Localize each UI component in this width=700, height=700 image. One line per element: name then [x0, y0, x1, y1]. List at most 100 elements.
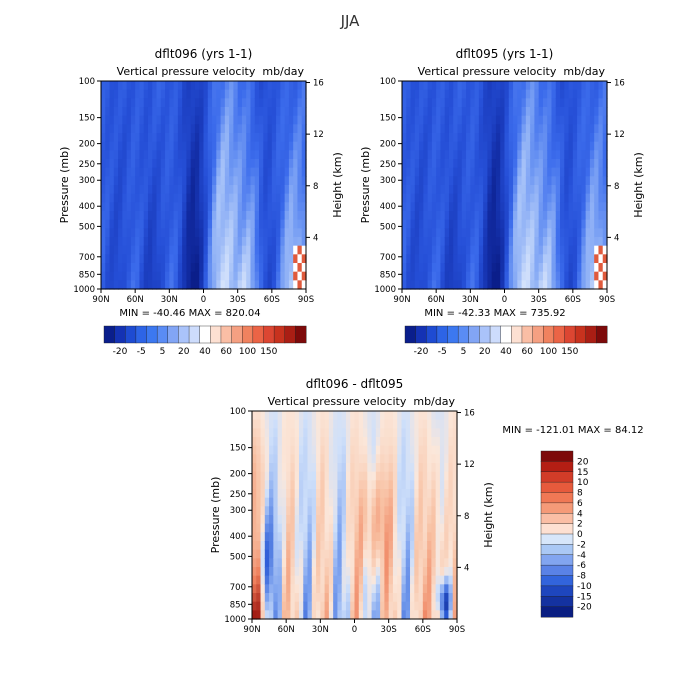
y2-tick-label: 12	[313, 130, 324, 140]
heatmap-cell	[260, 575, 266, 585]
y-tick-label: 850	[79, 270, 95, 280]
heatmap-cell	[118, 228, 123, 238]
heatmap-cell	[220, 219, 226, 229]
panel-title: dflt096 (yrs 1-1)	[155, 47, 253, 61]
heatmap-cell	[256, 428, 262, 438]
heatmap-cell	[246, 124, 252, 134]
heatmap-cell	[538, 271, 544, 281]
heatmap-cell	[410, 107, 416, 117]
heatmap-cell	[345, 463, 351, 473]
heatmap-cell	[452, 411, 458, 421]
colorbar-swatch	[540, 575, 574, 587]
heatmap-cell	[439, 532, 445, 542]
heatmap-cell	[431, 133, 437, 143]
heatmap-cell	[337, 601, 343, 611]
heatmap-cell	[487, 237, 493, 247]
colorbar-swatch	[511, 325, 523, 344]
heatmap-cell	[598, 211, 604, 221]
heatmap-cell	[284, 81, 290, 91]
heatmap-cell	[160, 98, 166, 108]
heatmap-cell	[444, 159, 450, 169]
heatmap-cell	[448, 463, 454, 473]
heatmap-cell	[427, 506, 432, 516]
heatmap-cell	[280, 176, 286, 186]
heatmap-cell	[293, 167, 299, 177]
heatmap-cell	[410, 567, 415, 577]
heatmap-cell	[277, 454, 283, 464]
heatmap-cell	[414, 263, 420, 273]
heatmap-cell	[401, 541, 407, 551]
heatmap-cell	[444, 454, 450, 464]
heatmap-cell	[264, 549, 270, 559]
heatmap-cell	[530, 254, 535, 264]
heatmap-cell	[483, 107, 489, 117]
heatmap-cell	[598, 167, 604, 177]
heatmap-cell	[594, 176, 600, 186]
heatmap-cell	[246, 219, 252, 229]
heatmap-cell	[105, 98, 111, 108]
heatmap-cell	[294, 411, 300, 421]
heatmap-cell	[212, 107, 217, 117]
heatmap-cell	[276, 237, 281, 247]
heatmap-cell	[152, 150, 158, 160]
heatmap-cell	[224, 89, 230, 99]
heatmap-cell	[427, 159, 433, 169]
heatmap-cell	[333, 584, 339, 594]
heatmap-cell	[474, 124, 480, 134]
heatmap-cell	[118, 237, 123, 247]
heatmap-cell	[589, 98, 595, 108]
heatmap-cell	[303, 428, 309, 438]
heatmap-cell	[448, 610, 454, 620]
heatmap-cell	[311, 567, 317, 577]
heatmap-cell	[483, 219, 489, 229]
heatmap-cell	[294, 610, 300, 620]
heatmap-cell	[513, 124, 518, 134]
heatmap-cell	[419, 159, 424, 169]
heatmap-cell	[350, 463, 356, 473]
heatmap-cell	[130, 150, 136, 160]
heatmap-cell	[483, 263, 489, 273]
heatmap-cell	[156, 211, 162, 221]
heatmap-cell	[363, 419, 368, 429]
heatmap-cell	[504, 245, 510, 255]
heatmap-cell	[277, 480, 283, 490]
heatmap-cell	[500, 193, 506, 203]
heatmap-cell	[252, 437, 257, 447]
heatmap-cell	[363, 593, 368, 603]
heatmap-cell	[495, 89, 501, 99]
heatmap-cell	[233, 115, 239, 125]
heatmap-cell	[303, 575, 309, 585]
heatmap-cell	[457, 124, 463, 134]
heatmap-cell	[165, 211, 170, 221]
heatmap-cell	[135, 133, 141, 143]
heatmap-cell	[203, 202, 209, 212]
heatmap-cell	[397, 575, 403, 585]
heatmap-cell	[263, 263, 269, 273]
heatmap-cell	[303, 480, 309, 490]
heatmap-cell	[568, 150, 574, 160]
heatmap-cell	[224, 271, 230, 281]
heatmap-cell	[224, 193, 230, 203]
heatmap-cell	[143, 219, 149, 229]
heatmap-cell	[101, 202, 106, 212]
heatmap-cell	[199, 271, 205, 281]
heatmap-cell	[173, 167, 179, 177]
heatmap-cell	[478, 228, 484, 238]
heatmap-cell	[422, 497, 428, 507]
heatmap-cell	[444, 124, 450, 134]
heatmap-cell	[466, 141, 471, 151]
heatmap-cell	[478, 280, 484, 290]
heatmap-cell	[293, 133, 299, 143]
heatmap-cell	[303, 471, 309, 481]
heatmap-cell	[555, 176, 561, 186]
heatmap-cell	[271, 237, 277, 247]
heatmap-cell	[594, 211, 600, 221]
heatmap-cell	[311, 497, 317, 507]
heatmap-cell	[410, 89, 416, 99]
heatmap-cell	[598, 202, 604, 212]
heatmap-cell	[538, 219, 544, 229]
heatmap-cell	[156, 176, 162, 186]
heatmap-cell	[547, 280, 553, 290]
heatmap-cell	[414, 506, 420, 516]
heatmap-cell	[401, 411, 407, 421]
